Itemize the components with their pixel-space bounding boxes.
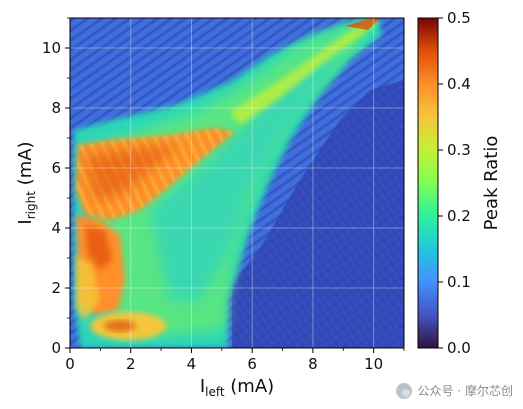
y-tick-label: 6 bbox=[51, 159, 61, 177]
plot-frame bbox=[69, 17, 405, 349]
y-axis-label-var: I bbox=[15, 219, 36, 224]
x-tick-label: 8 bbox=[308, 355, 318, 373]
x-axis-label-var: I bbox=[200, 376, 205, 397]
y-axis-ticks: 0 2 4 6 8 10 bbox=[42, 17, 70, 357]
heatmap-left-edge-yellow bbox=[76, 255, 100, 320]
heatmap-diagonal-streak bbox=[230, 20, 380, 125]
heatmap-apex bbox=[345, 18, 380, 30]
y-tick-label: 0 bbox=[51, 339, 61, 357]
watermark: 公众号 · 摩尔芯创 bbox=[395, 382, 513, 399]
heatmap-hot-core bbox=[85, 145, 180, 200]
x-axis-label-sub: left bbox=[205, 385, 225, 399]
watermark-text: 公众号 · 摩尔芯创 bbox=[417, 384, 513, 398]
heatmap-wedge-core bbox=[150, 35, 350, 300]
heatmap-bottom-hotspot-core bbox=[104, 320, 136, 332]
heatmap-dark-stripes-lower-right bbox=[232, 80, 404, 348]
colorbar-ticks: 0.0 0.1 0.2 0.3 0.4 0.5 bbox=[438, 9, 471, 357]
y-axis-label-sub: right bbox=[24, 191, 38, 219]
y-tick-label: 2 bbox=[51, 279, 61, 297]
colorbar-label: Peak Ratio bbox=[481, 136, 502, 231]
y-tick-label: 4 bbox=[51, 219, 61, 237]
y-axis-label-unit: (mA) bbox=[15, 141, 36, 191]
colorbar bbox=[417, 17, 439, 349]
x-tick-label: 2 bbox=[126, 355, 136, 373]
x-tick-label: 4 bbox=[187, 355, 197, 373]
x-axis-label: Ileft (mA) bbox=[200, 376, 274, 399]
colorbar-tick-label: 0.3 bbox=[447, 141, 471, 159]
x-axis-ticks: 0 2 4 6 8 10 bbox=[65, 348, 405, 373]
wechat-icon bbox=[395, 382, 412, 399]
colorbar-tick-label: 0.0 bbox=[447, 339, 471, 357]
colorbar-tick-label: 0.1 bbox=[447, 273, 471, 291]
heatmap-left-edge-hot bbox=[85, 225, 112, 270]
x-tick-label: 0 bbox=[65, 355, 75, 373]
colorbar-tick-label: 0.5 bbox=[447, 9, 471, 27]
heatmap-warm-lobe-stripes bbox=[76, 128, 235, 220]
x-axis-label-unit: (mA) bbox=[225, 376, 275, 397]
y-tick-label: 10 bbox=[42, 39, 61, 57]
x-tick-label: 6 bbox=[247, 355, 257, 373]
heatmap-image bbox=[70, 18, 404, 348]
x-tick-label: 10 bbox=[364, 355, 383, 373]
y-axis-label: Iright (mA) bbox=[15, 141, 38, 224]
y-tick-label: 8 bbox=[51, 99, 61, 117]
colorbar-tick-label: 0.4 bbox=[447, 75, 471, 93]
colorbar-tick-label: 0.2 bbox=[447, 207, 471, 225]
